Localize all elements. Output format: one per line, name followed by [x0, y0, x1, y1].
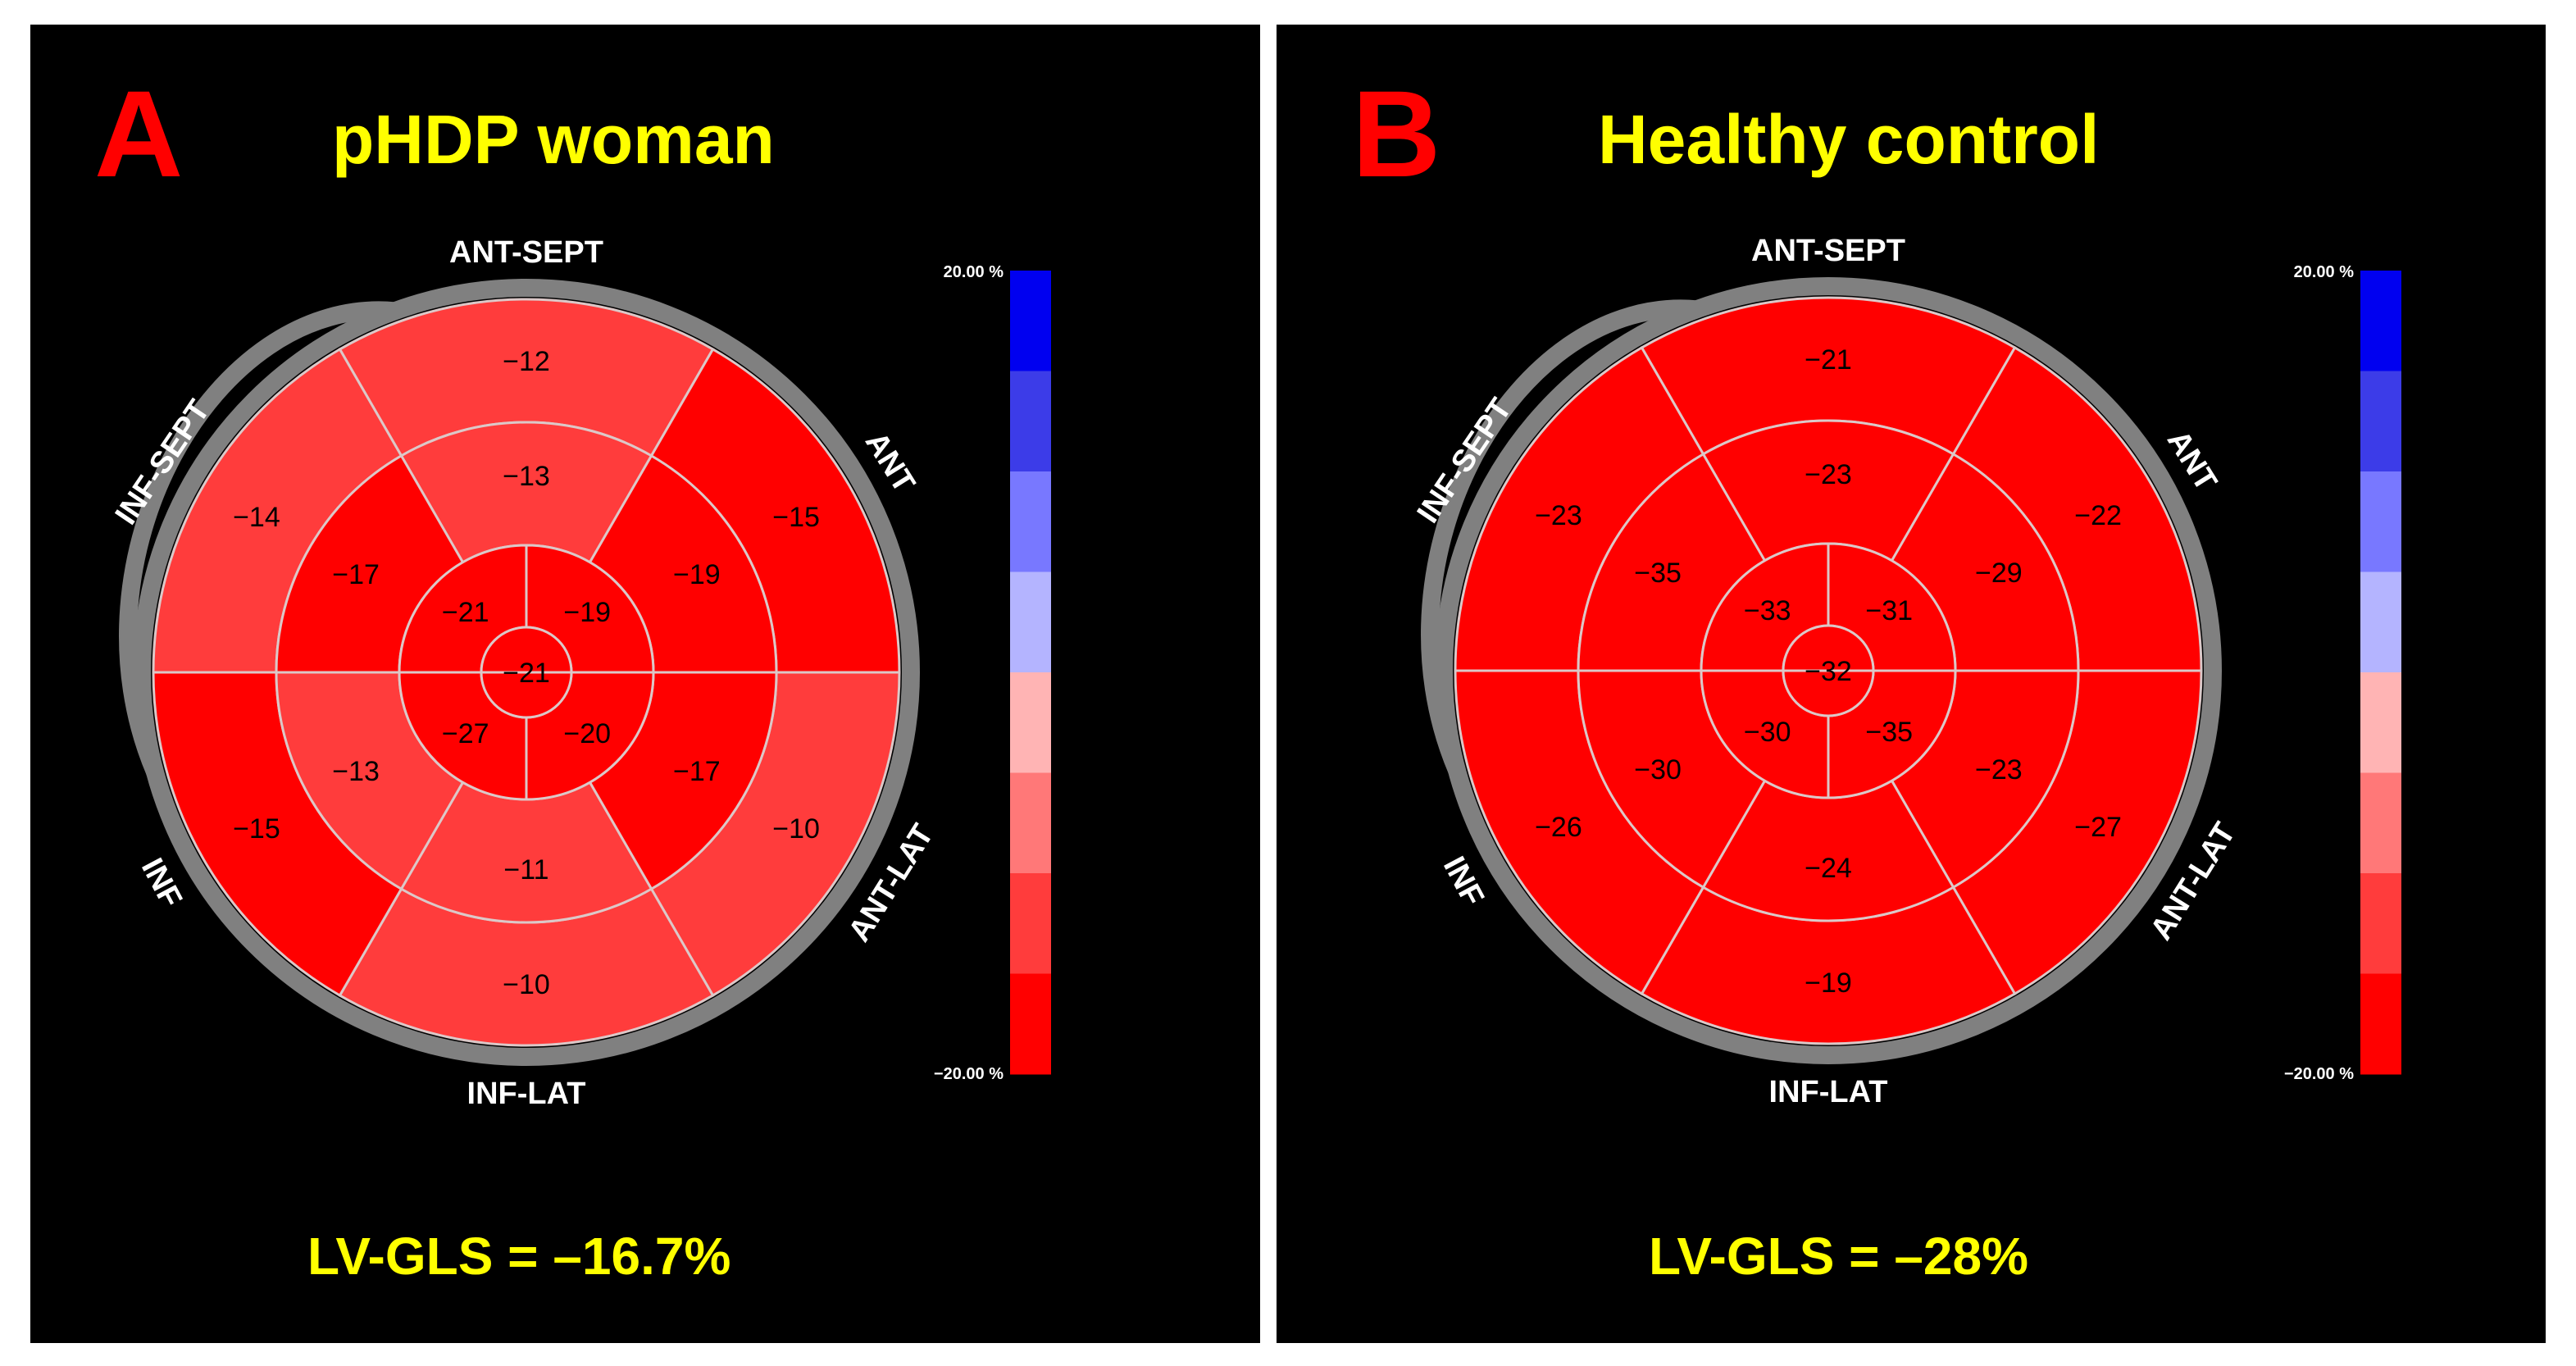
mid-value-label: −17: [673, 756, 721, 787]
basal-value-label: −26: [1535, 812, 1582, 843]
basal-value-label: −19: [1805, 968, 1852, 999]
apical-value-label: −31: [1865, 595, 1913, 626]
basal-value-label: −15: [772, 502, 820, 533]
panel-title: pHDP woman: [332, 101, 775, 178]
apex-value-label: −21: [503, 658, 550, 689]
scale-swatch: [1010, 471, 1051, 572]
panel-b: B Healthy control −21 −22 −27 −19 −26 −23 −23 −…: [1277, 25, 2546, 1343]
apical-value-label: −33: [1744, 595, 1791, 626]
scale-swatch: [1010, 772, 1051, 874]
scale-swatch: [2360, 571, 2401, 673]
mid-value-label: −23: [1805, 459, 1852, 490]
scale-swatch: [2360, 973, 2401, 1075]
outer-ring: [1435, 277, 2222, 1064]
scale-min-label: −20.00 %: [934, 1065, 1004, 1083]
wall-label: INF: [1436, 851, 1491, 912]
basal-value-label: −15: [233, 813, 280, 845]
panel-letter: A: [94, 65, 184, 203]
apical-value-label: −30: [1744, 717, 1791, 748]
apical-value-label: −20: [563, 718, 611, 749]
apical-value-label: −21: [442, 597, 489, 628]
mid-value-label: −29: [1975, 558, 2023, 589]
mid-value-label: −17: [332, 559, 380, 590]
basal-value-label: −12: [503, 346, 550, 377]
apical-value-label: −27: [442, 718, 489, 749]
wall-label: ANT-SEPT: [449, 235, 603, 270]
lv-gls-value: LV-GLS = –16.7%: [307, 1227, 731, 1286]
scale-swatch: [1010, 672, 1051, 773]
outer-ring: [133, 279, 920, 1066]
scale-swatch: [2360, 271, 2401, 371]
mid-value-label: −13: [503, 461, 550, 492]
septal-ring: [1421, 299, 1698, 774]
apical-value-label: −19: [563, 597, 611, 628]
bullseye-chart: −21−22−27−19−26−23−23−29−23−24−30−35−31−…: [1411, 234, 2401, 1109]
scale-swatch: [2360, 471, 2401, 572]
mid-value-label: −35: [1634, 558, 1682, 589]
lv-gls-value: LV-GLS = –28%: [1649, 1227, 2028, 1286]
scale-max-label: 20.00 %: [2294, 263, 2355, 281]
panel-title: Healthy control: [1598, 101, 2100, 178]
scale-min-label: −20.00 %: [2284, 1065, 2354, 1083]
scale-swatch: [2360, 772, 2401, 874]
basal-value-label: −10: [772, 813, 820, 845]
mid-value-label: −13: [332, 756, 380, 787]
mid-value-label: −30: [1634, 754, 1682, 785]
apical-value-label: −35: [1865, 717, 1913, 748]
wall-label: INF-LAT: [467, 1077, 586, 1111]
basal-value-label: −14: [233, 502, 280, 533]
basal-value-label: −10: [503, 969, 550, 1000]
scale-swatch: [1010, 271, 1051, 371]
basal-value-label: −21: [1805, 344, 1852, 376]
apex-value-label: −32: [1805, 656, 1852, 687]
scale-swatch: [2360, 371, 2401, 472]
scale-swatch: [1010, 873, 1051, 974]
scale-swatch: [2360, 672, 2401, 773]
mid-value-label: −23: [1975, 754, 2023, 785]
scale-swatch: [2360, 873, 2401, 974]
wall-label: INF: [134, 853, 189, 913]
panel-a: A pHDP woman −12 −15 −10 −10 −15 −14 −13 −19 −17…: [30, 25, 1260, 1343]
mid-value-label: −24: [1805, 853, 1852, 884]
scale-swatch: [1010, 973, 1051, 1075]
scale-max-label: 20.00 %: [944, 263, 1004, 281]
basal-value-label: −23: [1535, 500, 1582, 531]
wall-label: INF-LAT: [1769, 1075, 1888, 1109]
panel-letter: B: [1352, 65, 1441, 203]
wall-label: ANT-SEPT: [1751, 234, 1905, 268]
bullseye-chart: −12−15−10−10−15−14−13−19−17−11−13−17−19−…: [109, 235, 1051, 1111]
mid-value-label: −19: [673, 559, 721, 590]
scale-swatch: [1010, 371, 1051, 472]
basal-value-label: −27: [2074, 812, 2122, 843]
basal-value-label: −22: [2074, 500, 2122, 531]
mid-value-label: −11: [503, 854, 548, 886]
scale-swatch: [1010, 571, 1051, 673]
septal-ring: [119, 301, 396, 776]
